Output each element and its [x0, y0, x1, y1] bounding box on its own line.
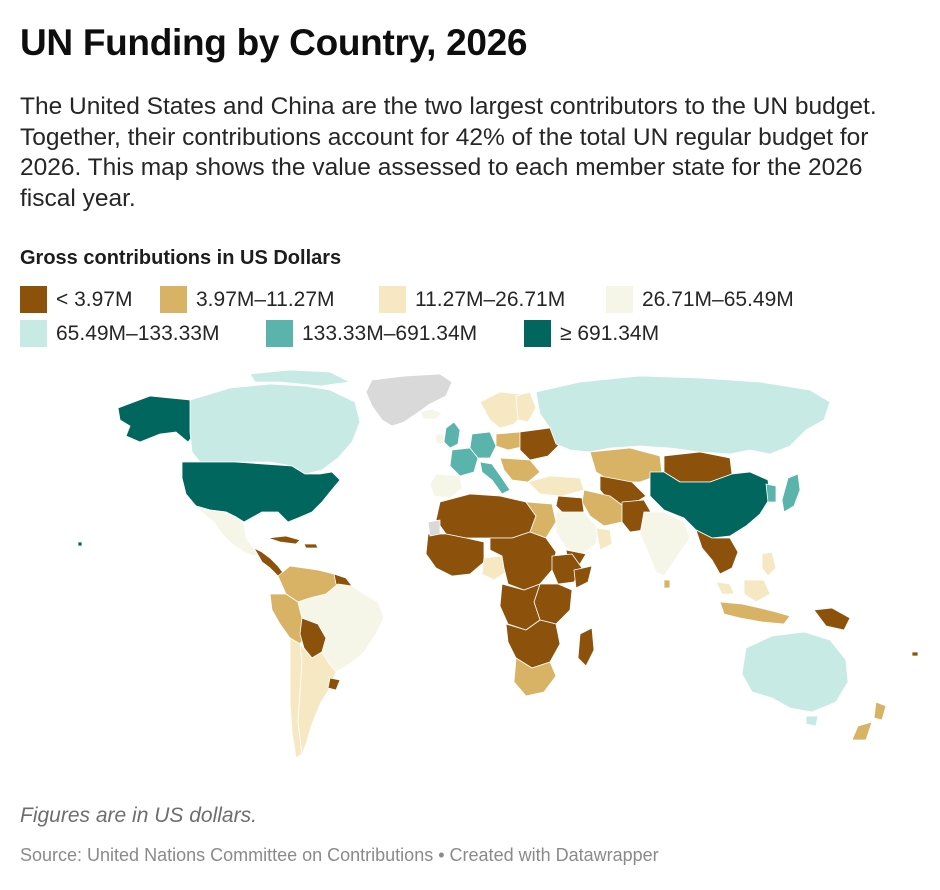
source-separator: •	[438, 845, 445, 865]
legend-item-3: 26.71M–65.49M	[606, 286, 794, 313]
region-canada-arctic	[249, 369, 351, 387]
page-title: UN Funding by Country, 2026	[20, 22, 528, 63]
region-western-sahara	[427, 519, 441, 537]
source-text: Source: United Nations Committee on Cont…	[20, 845, 434, 865]
legend-label-6: ≥ 691.34M	[560, 321, 660, 345]
region-png	[813, 607, 851, 631]
source-credit[interactable]: Created with Datawrapper	[449, 845, 659, 865]
region-poland	[495, 431, 527, 451]
region-turkey	[527, 475, 585, 497]
region-ireland	[435, 433, 445, 445]
region-india	[639, 511, 691, 577]
region-balkans	[499, 457, 541, 483]
chart-source: Source: United Nations Committee on Cont…	[20, 845, 659, 866]
region-iran	[581, 489, 627, 527]
region-gulf	[595, 527, 613, 551]
region-japan	[781, 473, 801, 513]
legend-swatch-4	[20, 320, 47, 347]
region-tasmania	[805, 715, 819, 727]
region-china	[649, 471, 771, 539]
region-caribbean-2	[303, 543, 319, 549]
legend-swatch-0	[20, 286, 47, 313]
region-australia	[741, 631, 849, 713]
region-germany	[469, 431, 497, 459]
legend-label-4: 65.49M–133.33M	[56, 321, 220, 345]
region-southern-africa	[505, 619, 561, 669]
legend-swatch-2	[379, 286, 406, 313]
region-pacific-islands	[911, 651, 919, 657]
region-west-africa	[425, 533, 485, 577]
region-caribbean	[267, 535, 301, 545]
region-saudi	[555, 511, 599, 555]
region-korea	[765, 483, 777, 503]
legend-title: Gross contributions in US Dollars	[20, 247, 342, 269]
chart-description: The United States and China are the two …	[20, 93, 877, 212]
region-nigeria	[481, 555, 507, 581]
world-map	[77, 369, 919, 759]
region-sri-lanka	[663, 579, 671, 589]
region-philippines	[761, 551, 777, 577]
legend-item-4: 65.49M–133.33M	[20, 320, 219, 347]
region-madagascar	[577, 627, 595, 667]
region-hawaii	[77, 541, 83, 547]
region-south-africa	[513, 657, 557, 697]
legend-item-1: 3.97M–11.27M	[160, 286, 335, 313]
region-new-zealand	[873, 701, 887, 721]
region-north-africa	[435, 493, 537, 539]
region-iberia	[429, 473, 463, 499]
region-congo	[499, 583, 541, 631]
region-greenland	[365, 373, 453, 427]
legend-swatch-5	[266, 320, 293, 347]
region-russia	[535, 375, 831, 455]
region-argentina	[297, 643, 337, 755]
region-iceland	[419, 408, 443, 420]
region-new-zealand-south	[851, 721, 873, 741]
region-finland	[515, 391, 537, 423]
legend-item-2: 11.27M–26.71M	[379, 286, 565, 313]
legend-swatch-3	[606, 286, 633, 313]
region-uk	[443, 421, 461, 449]
legend-label-5: 133.33M–691.34M	[302, 321, 478, 345]
region-italy	[479, 461, 511, 495]
chart-note: Figures are in US dollars.	[20, 804, 257, 827]
legend-item-6: ≥ 691.34M	[524, 320, 659, 347]
legend-label-0: < 3.97M	[56, 287, 133, 311]
legend-label-3: 26.71M–65.49M	[642, 287, 794, 311]
region-brazil	[297, 583, 385, 673]
legend-swatch-6	[524, 320, 551, 347]
region-borneo	[743, 579, 771, 603]
region-uruguay	[327, 677, 341, 691]
legend-swatch-1	[160, 286, 187, 313]
region-canada	[189, 383, 361, 475]
region-alaska	[117, 395, 197, 443]
region-malaysia	[715, 581, 735, 595]
legend-item-5: 133.33M–691.34M	[266, 320, 477, 347]
legend-label-2: 11.27M–26.71M	[415, 287, 566, 311]
region-se-asia	[695, 529, 739, 575]
legend-item-0: < 3.97M	[20, 286, 132, 313]
region-central-america	[253, 547, 285, 577]
legend-label-1: 3.97M–11.27M	[196, 287, 335, 311]
region-indonesia	[719, 601, 791, 625]
region-horn	[573, 565, 593, 589]
